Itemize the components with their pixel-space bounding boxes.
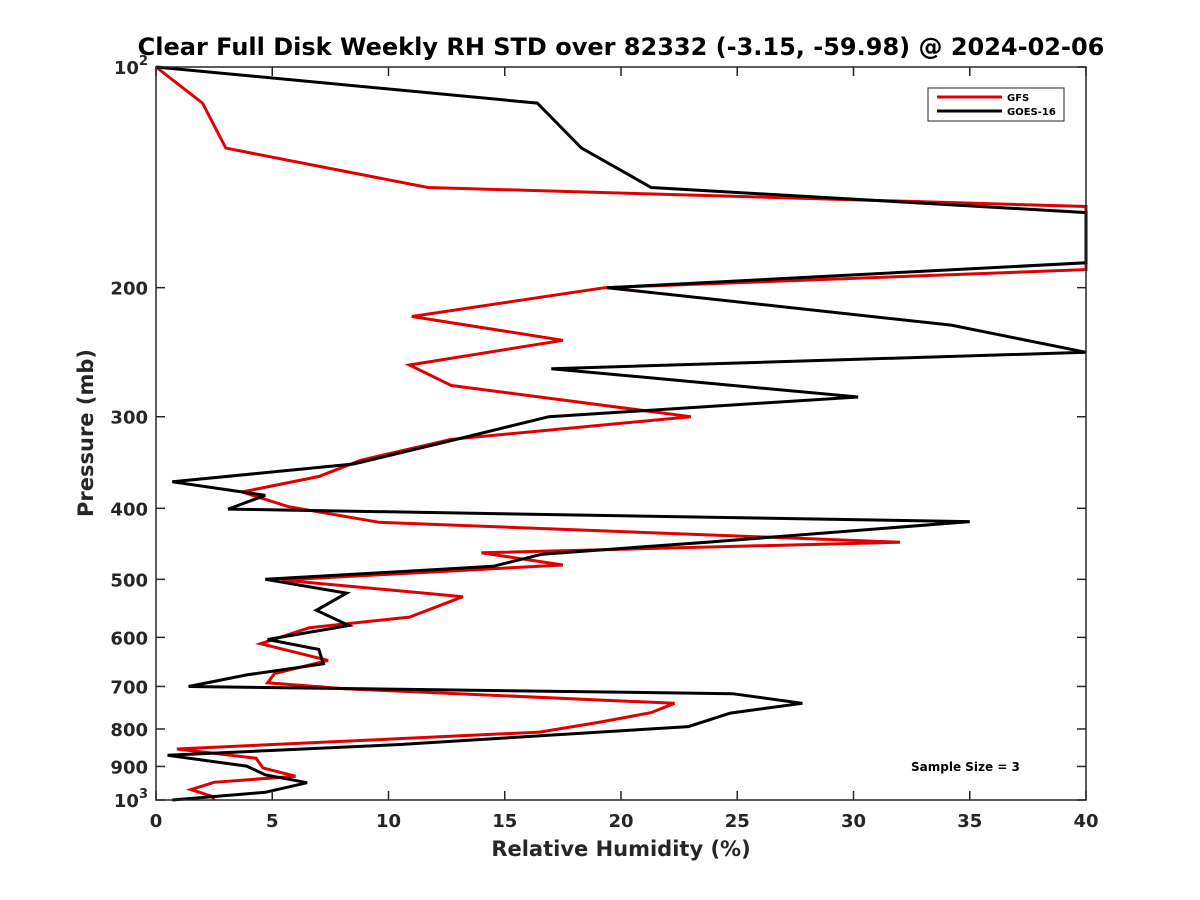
x-axis-ticks: 0 5 10 15 20 25 30 35 40 <box>150 67 1099 832</box>
sample-size-annotation: Sample Size = 3 <box>911 760 1020 774</box>
y-tick-label: 800 <box>110 720 148 741</box>
legend: GFS GOES-16 <box>927 87 1065 122</box>
chart-title: Clear Full Disk Weekly RH STD over 82332… <box>138 33 1105 61</box>
y-tick-label: 102 <box>114 54 148 79</box>
legend-label: GOES-16 <box>1007 107 1056 118</box>
axes-box <box>155 66 1087 801</box>
x-tick-label: 25 <box>725 811 750 832</box>
y-tick-label: 700 <box>110 677 148 698</box>
y-axis-ticks: 102 200 300 400 500 600 700 800 900 103 <box>110 54 1086 812</box>
y-tick-label: 103 <box>114 787 148 812</box>
series-line-gfs <box>155 65 1088 801</box>
x-tick-label: 15 <box>492 811 517 832</box>
y-tick-label: 300 <box>110 408 148 429</box>
x-tick-label: 10 <box>376 811 401 832</box>
x-axis-label: Relative Humidity (%) <box>491 837 750 861</box>
legend-box <box>927 87 1065 122</box>
x-tick-label: 20 <box>608 811 633 832</box>
x-tick-label: 40 <box>1073 811 1098 832</box>
x-tick-label: 5 <box>266 811 279 832</box>
y-axis-label: Pressure (mb) <box>74 349 98 517</box>
x-tick-label: 0 <box>150 811 163 832</box>
y-tick-label: 400 <box>110 499 148 520</box>
series-lines <box>155 65 1088 802</box>
y-tick-label: 500 <box>110 570 148 591</box>
y-tick-label: 900 <box>110 757 148 778</box>
y-tick-label: 600 <box>110 628 148 649</box>
series-line-goes-16 <box>155 65 1088 802</box>
x-tick-label: 30 <box>841 811 866 832</box>
legend-label: GFS <box>1007 93 1029 104</box>
x-tick-label: 35 <box>957 811 982 832</box>
y-tick-label: 200 <box>110 279 148 300</box>
